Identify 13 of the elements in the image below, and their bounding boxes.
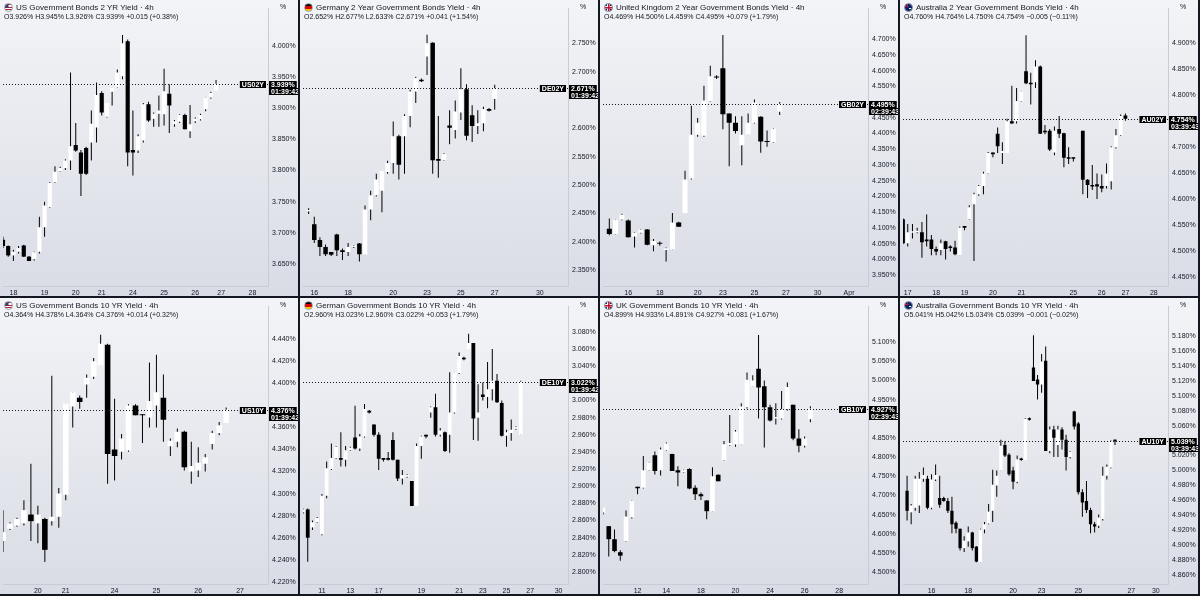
candlestick	[509, 419, 514, 441]
candlestick	[447, 110, 452, 145]
chart-title: United Kingdom 2 Year Government Bonds Yield · 4h	[616, 3, 805, 12]
chart-title: Australia Government Bonds 10 YR Yield · 4h	[916, 301, 1079, 310]
candlestick	[28, 463, 34, 542]
chart-title: US Government Bonds 2 YR Yield · 4h	[16, 3, 154, 12]
chart-title: Australia 2 Year Government Bonds Yield · 4h	[916, 3, 1079, 12]
chart-title: US Government Bonds 10 YR Yield · 4h	[16, 301, 159, 310]
candlestick	[764, 130, 770, 147]
candlestick	[338, 432, 343, 467]
chart-title: UK Government Bonds 10 YR Yield · 4h	[616, 301, 759, 310]
chart-title: Germany 2 Year Government Bonds Yield · 4h	[316, 3, 481, 12]
chart-title: German Government Bonds 10 YR Yield · 4h	[316, 301, 476, 310]
